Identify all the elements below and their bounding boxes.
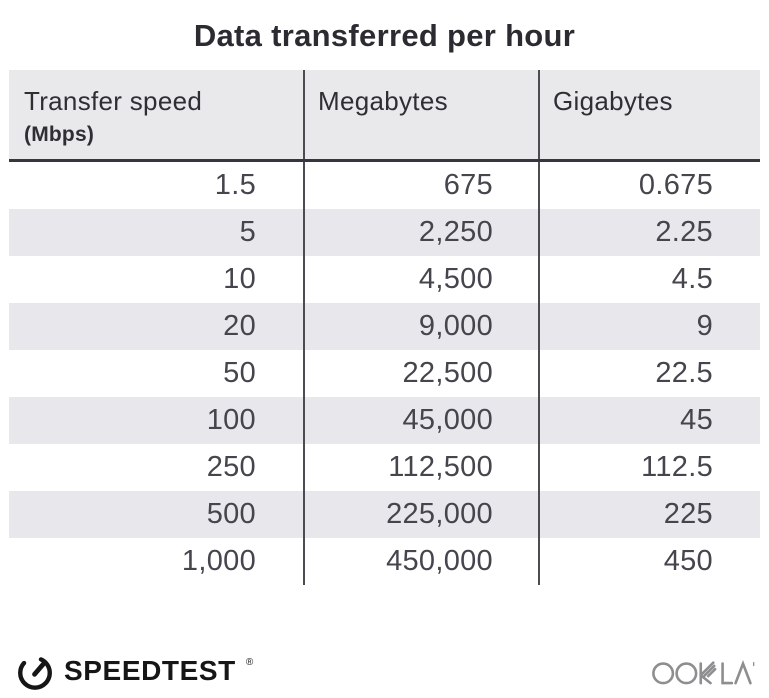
cell-megabytes: 225,000 (303, 491, 538, 538)
cell-transfer-speed: 500 (206, 498, 256, 530)
speedtest-wordmark: SPEEDTEST (64, 655, 236, 686)
cell-gigabytes: 22.5 (538, 350, 760, 397)
speedometer-icon (18, 655, 52, 690)
registered-trademark-mark: ® (245, 657, 254, 668)
table-row: 50 22,500 22.5 (9, 350, 760, 397)
table-row: 1.5 675 0.675 (9, 162, 760, 209)
cell-transfer-speed: 1.5 (214, 169, 256, 201)
cell-transfer-speed: 100 (206, 404, 256, 436)
footer: SPEEDTEST ® (15, 648, 756, 694)
cell-megabytes: 22,500 (303, 350, 538, 397)
cell-transfer-speed: 20 (223, 310, 256, 342)
cell-megabytes: 4,500 (303, 256, 538, 303)
ookla-logo (652, 655, 756, 688)
data-table: Transfer speed (Mbps) Megabytes Gigabyte… (9, 70, 760, 585)
page-title: Data transferred per hour (193, 18, 576, 53)
table-row: 5 2,250 2.25 (9, 209, 760, 256)
cell-megabytes: 675 (303, 162, 538, 209)
cell-megabytes: 112,500 (303, 444, 538, 491)
cell-megabytes: 2,250 (303, 209, 538, 256)
column-header-gigabytes: Gigabytes (538, 70, 760, 159)
cell-gigabytes: 4.5 (538, 256, 760, 303)
cell-gigabytes: 112.5 (538, 444, 760, 491)
column-header-transfer-speed-label: Transfer speed (24, 86, 203, 116)
table-header-row: Transfer speed (Mbps) Megabytes Gigabyte… (9, 70, 760, 162)
column-header-transfer-speed: Transfer speed (Mbps) (9, 70, 303, 159)
cell-gigabytes: 0.675 (538, 162, 760, 209)
cell-gigabytes: 45 (538, 397, 760, 444)
cell-megabytes: 45,000 (303, 397, 538, 444)
table-row: 250 112,500 112.5 (9, 444, 760, 491)
table-row: 500 225,000 225 (9, 491, 760, 538)
cell-transfer-speed: 10 (223, 263, 256, 295)
cell-gigabytes: 225 (538, 491, 760, 538)
cell-megabytes: 9,000 (303, 303, 538, 350)
speedtest-logo: SPEEDTEST ® (15, 651, 253, 691)
table-row: 100 45,000 45 (9, 397, 760, 444)
table-row: 10 4,500 4.5 (9, 256, 760, 303)
cell-gigabytes: 2.25 (538, 209, 760, 256)
table-body: 1.5 675 0.675 5 2,250 2.25 10 4,500 4.5 20 9,000 9 5… (9, 162, 760, 585)
cell-gigabytes: 9 (538, 303, 760, 350)
cell-transfer-speed: 50 (223, 357, 256, 389)
cell-gigabytes: 450 (538, 538, 760, 585)
cell-transfer-speed: 1,000 (181, 545, 256, 577)
cell-megabytes: 450,000 (303, 538, 538, 585)
table-row: 1,000 450,000 450 (9, 538, 760, 585)
cell-transfer-speed: 250 (206, 451, 256, 483)
cell-transfer-speed: 5 (239, 216, 256, 248)
ookla-wordmark-icon (652, 659, 755, 684)
column-header-transfer-speed-unit: (Mbps) (24, 123, 95, 146)
table-row: 20 9,000 9 (9, 303, 760, 350)
column-header-megabytes: Megabytes (303, 70, 538, 159)
